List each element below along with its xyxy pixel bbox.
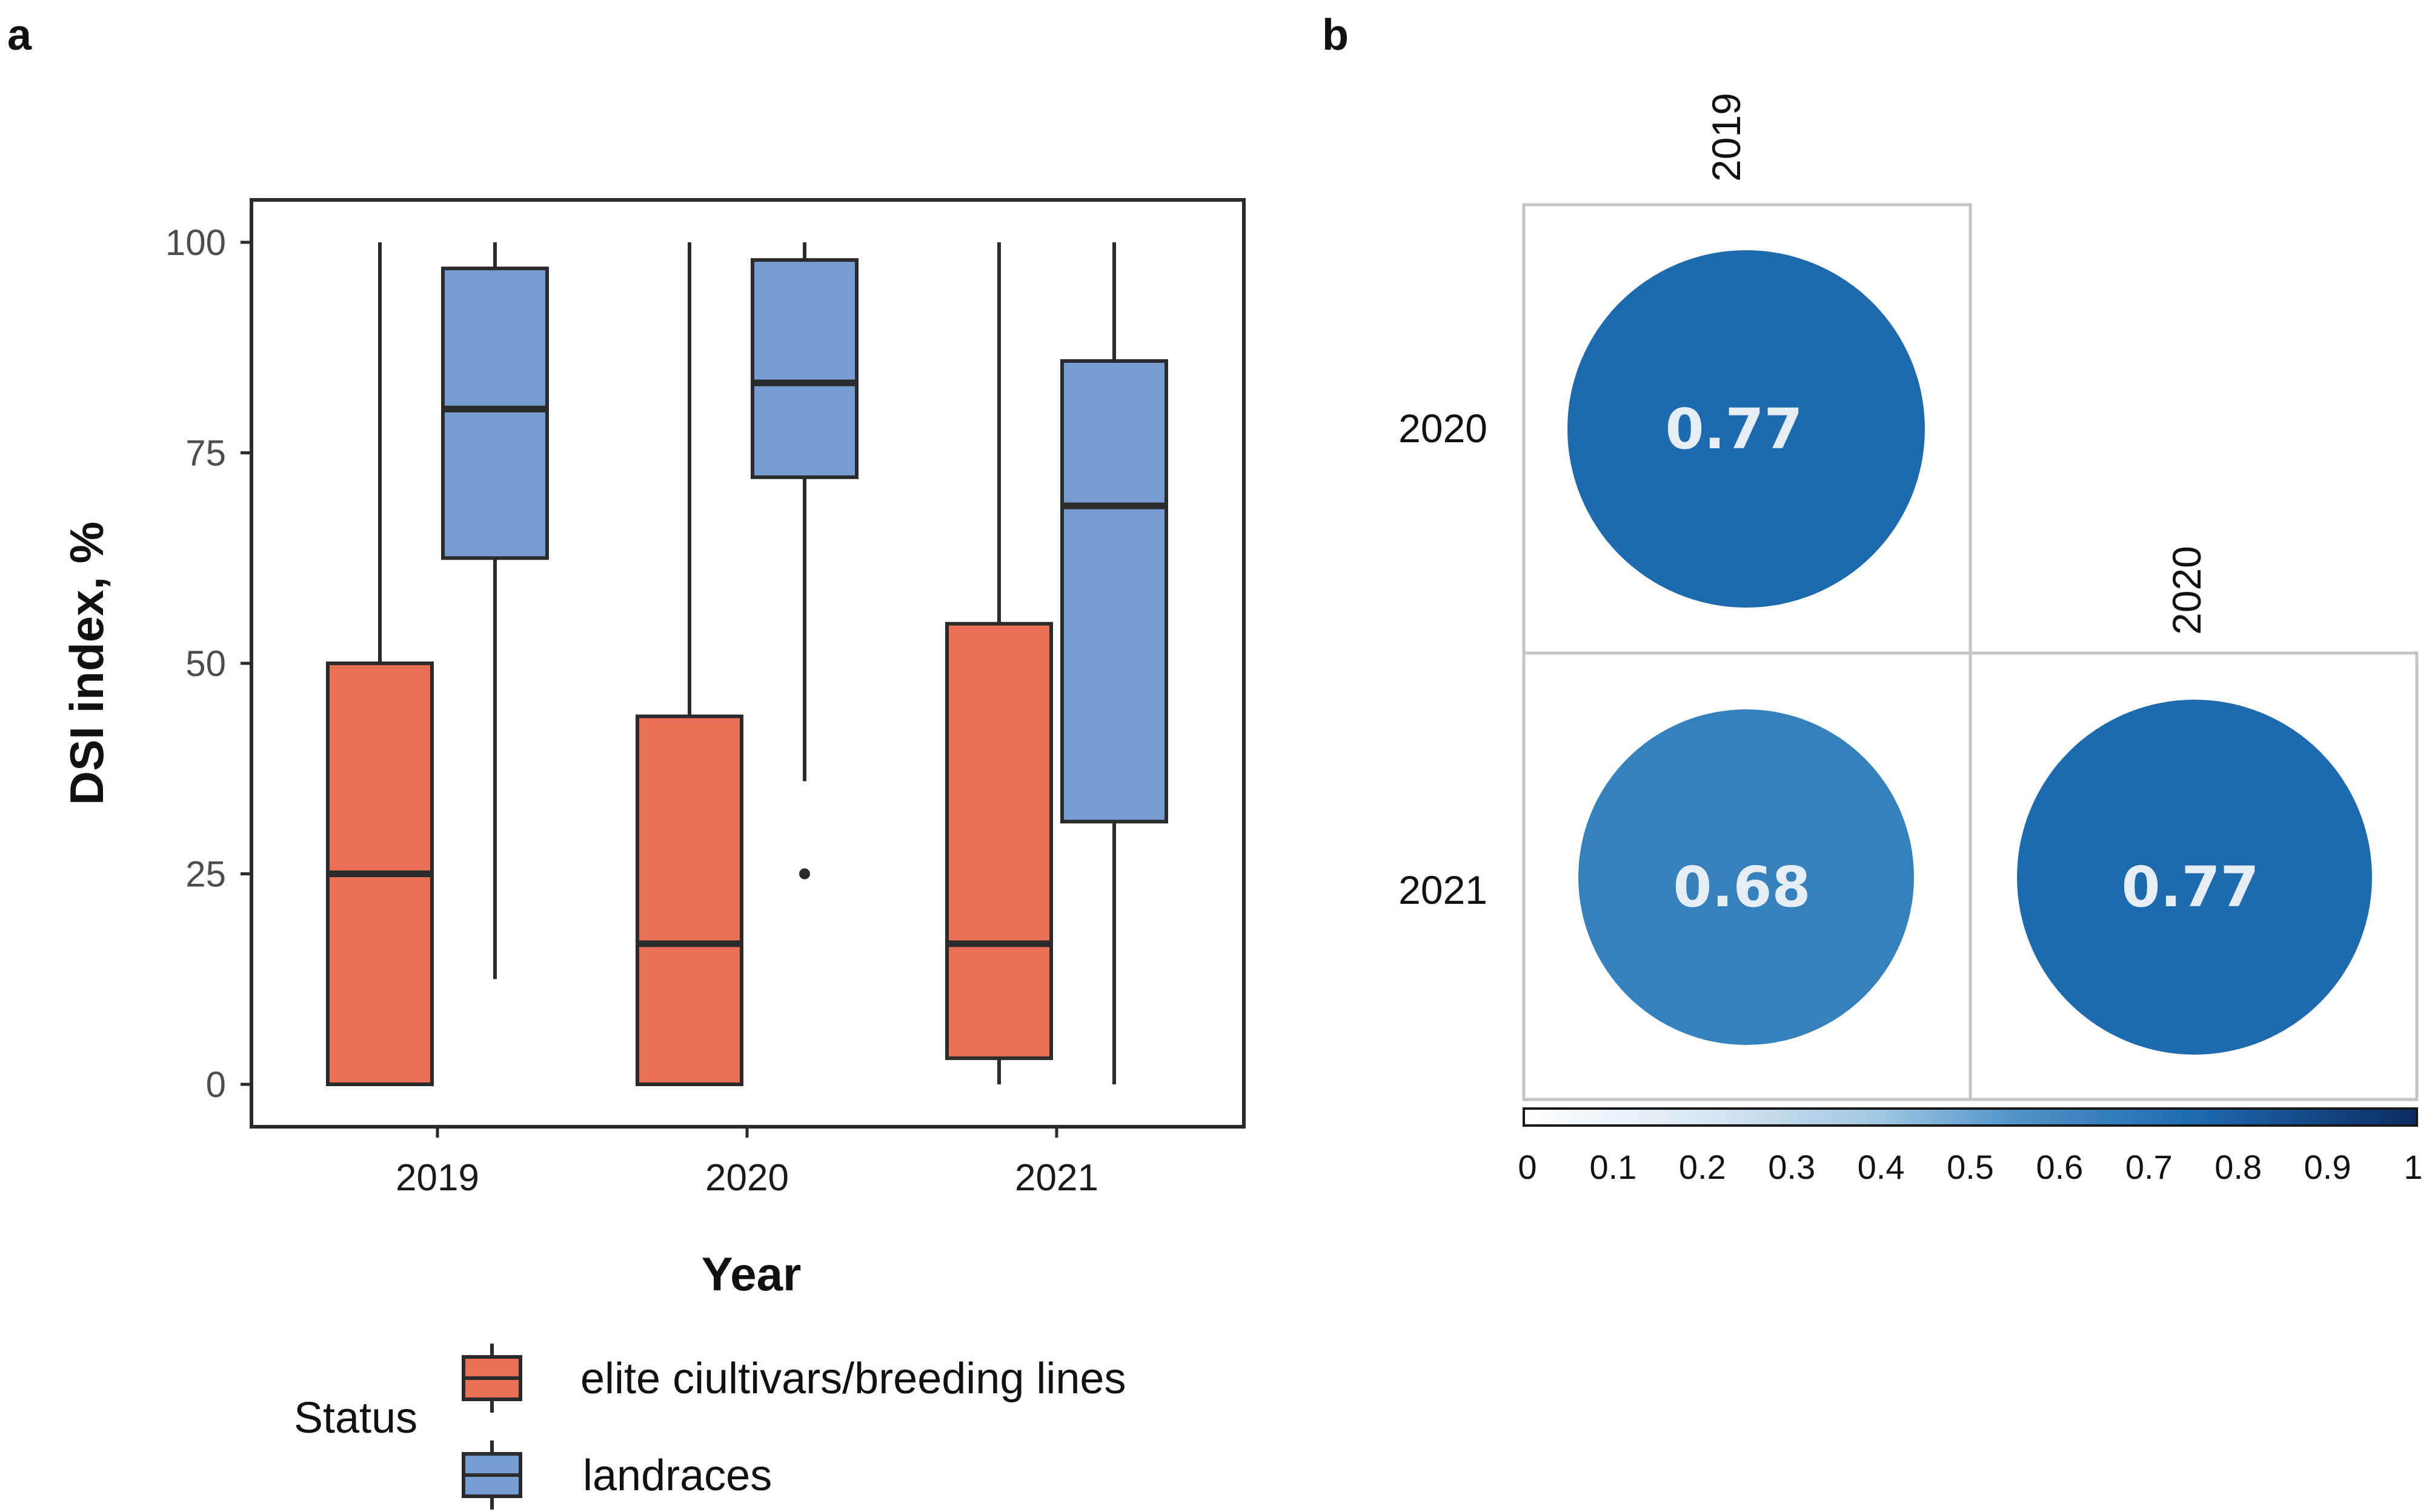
y-axis-title: DSI index, %: [60, 522, 113, 805]
box-landraces-2019: [441, 267, 549, 560]
y-tick-label: 50: [185, 643, 226, 684]
legend-item-landraces: landraces: [462, 1441, 772, 1510]
colorbar-tick-label: 0.3: [1768, 1148, 1815, 1186]
corr-circle-2021-2020: [2017, 700, 2372, 1055]
legend-item-elite: elite ciultivars/breeding lines: [462, 1344, 1126, 1413]
y-axis: 0 25 50 75 100: [165, 222, 251, 1105]
boxes: [326, 242, 1168, 1086]
col-label-2020: 2020: [2164, 546, 2209, 635]
box-elite-2020: [636, 714, 743, 1086]
y-tick-label: 100: [165, 222, 226, 263]
colorbar-tick-label: 1: [2404, 1148, 2422, 1186]
corr-circle-2020-2019: [1567, 250, 1925, 608]
corr-value-2020-2019: 0.77: [1666, 397, 1803, 462]
row-label-2021: 2021: [1398, 867, 1487, 912]
panel-a-label: a: [7, 11, 32, 59]
col-label-2019: 2019: [1704, 93, 1749, 182]
colorbar-tick-label: 0.2: [1679, 1148, 1726, 1186]
x-axis: 2019 2020 2021: [396, 1127, 1098, 1199]
y-tick-label: 25: [185, 854, 226, 895]
legend: Status elite ciultivars/breeding lines l…: [294, 1344, 1126, 1510]
colorbar-tick-label: 0: [1518, 1148, 1537, 1186]
colorbar-tick-label: 0.1: [1589, 1148, 1636, 1186]
legend-label-landraces: landraces: [583, 1451, 772, 1500]
cell-2021-2020: [1969, 651, 2419, 1101]
colorbar-tick-label: 0.4: [1858, 1148, 1905, 1186]
outlier-landraces-2020: [799, 868, 810, 880]
x-axis-title: Year: [702, 1247, 802, 1301]
box-landraces-2021: [1060, 359, 1168, 824]
box-elite-2021: [945, 622, 1053, 1060]
row-label-2020: 2020: [1398, 406, 1487, 451]
colorbar-ticks: 0 0.1 0.2 0.3 0.4 0.5 0.6 0.7 0.8 0.9 1: [1518, 1148, 2422, 1186]
legend-label-elite: elite ciultivars/breeding lines: [580, 1354, 1126, 1403]
colorbar-tick-label: 0.5: [1947, 1148, 1994, 1186]
colorbar-tick-label: 0.8: [2214, 1148, 2262, 1186]
corr-value-2021-2019: 0.68: [1673, 855, 1811, 920]
x-tick-label: 2019: [396, 1157, 479, 1199]
y-tick-label: 0: [206, 1064, 226, 1105]
panel-b-label: b: [1322, 11, 1349, 59]
colorbar-tick-label: 0.7: [2125, 1148, 2173, 1186]
colorbar: [1523, 1107, 2418, 1127]
corr-value-2021-2020: 0.77: [2122, 855, 2259, 920]
x-tick-label: 2020: [705, 1157, 789, 1199]
box-landraces-2020: [751, 258, 859, 479]
colorbar-tick-label: 0.6: [2036, 1148, 2083, 1186]
boxplot-panel: 0 25 50 75 100 2019 2020 2021 DSI index, % Yea…: [60, 198, 1246, 1510]
colorbar-tick-label: 0.9: [2304, 1148, 2351, 1186]
y-tick-label: 75: [185, 433, 226, 474]
x-tick-label: 2021: [1015, 1157, 1098, 1199]
correlogram-panel: 2019 2020 2020 2021 0.77 0.68 0.77 0 0.1 0…: [1398, 93, 2422, 1186]
corr-circle-2021-2019: [1578, 709, 1914, 1045]
legend-title: Status: [294, 1394, 417, 1442]
